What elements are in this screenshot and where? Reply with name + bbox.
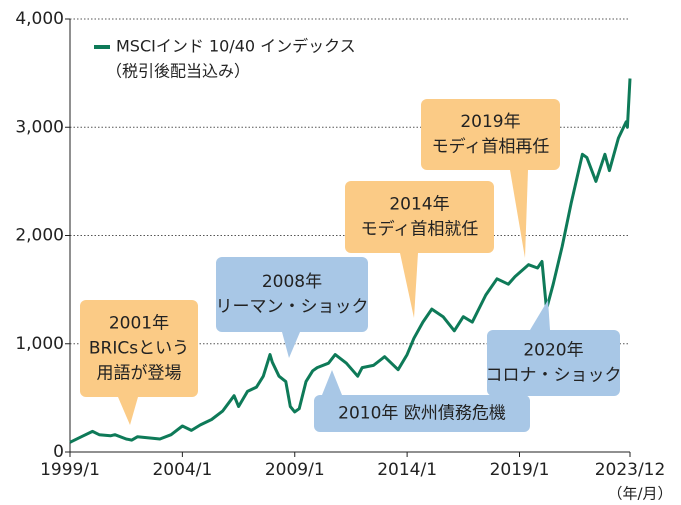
annotation-text: コロナ・ショック [486,366,622,386]
annotation: 2010年 欧州債務危機 [314,370,530,432]
annotation-text: 用語が登場 [97,364,182,384]
legend-label: MSCIインド 10/40 インデックス [116,37,356,56]
x-tick-label: 2014/1 [377,460,437,480]
annotation-box [80,300,198,397]
annotation-pointer [322,370,342,395]
annotation-box [216,257,368,332]
annotation-text: BRICsという [89,339,189,359]
annotation-text: 2001年 [109,314,169,334]
annotation-pointer [282,332,300,358]
annotation-text: 2010年 欧州債務危機 [338,404,506,424]
annotation-box [421,99,560,170]
x-tick-label: 2009/1 [265,460,325,480]
annotation-text: 2008年 [262,272,322,292]
annotation-text: 2019年 [460,112,520,132]
annotation-box [487,330,620,396]
x-tick-label: 2019/1 [490,460,550,480]
x-unit: （年/月） [607,485,672,503]
annotation-pointer [118,397,138,425]
y-tick-label: 3,000 [15,117,64,137]
x-tick-label: 1999/1 [40,460,100,480]
annotation-text: 2020年 [523,341,583,361]
annotation-box [314,395,530,432]
x-tick-label: 2023/12 [595,460,666,480]
annotation-pointer [510,170,528,258]
annotation-pointer [530,300,550,330]
annotation-box [345,181,494,253]
legend-note: （税引後配当込み） [106,62,250,81]
y-tick-label: 0 [53,442,64,462]
annotation-text: モディ首相就任 [361,219,479,240]
annotation-pointer [400,253,418,318]
annotation-text: 2014年 [389,195,449,215]
annotation-text: モディ首相再任 [432,136,550,157]
x-tick-label: 2004/1 [152,460,212,480]
y-tick-label: 1,000 [15,334,64,354]
y-tick-label: 4,000 [15,9,64,29]
annotation-text: リーマン・ショック [216,297,369,317]
series-line [69,78,632,444]
y-tick-label: 2,000 [15,226,64,246]
